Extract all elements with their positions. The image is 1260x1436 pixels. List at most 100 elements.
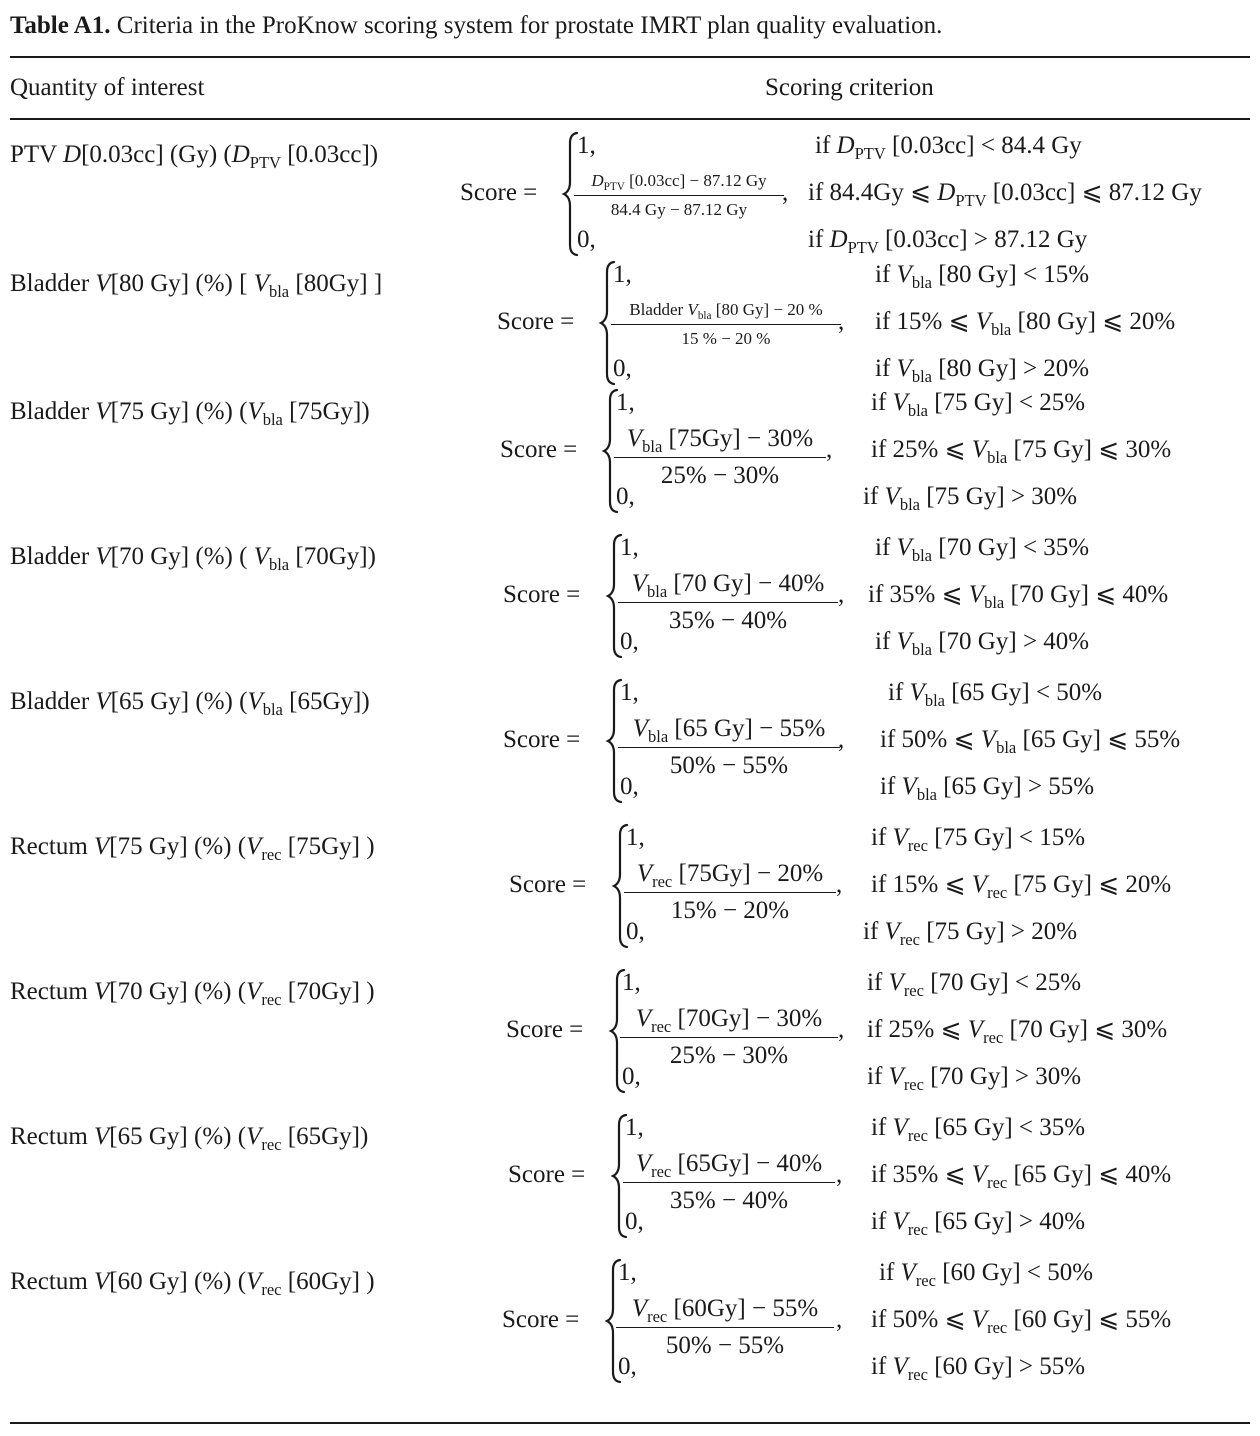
fraction-denominator: 15% − 20% [670,897,790,925]
case-one-value: 1, [620,679,639,706]
condition-zero: if DPTV [0.03cc] > 87.12 Gy [808,226,1088,257]
header-quantity: Quantity of interest [10,74,205,101]
case-zero-value: 0, [620,628,639,655]
score-fraction: Vrec [75Gy] − 20% 15% − 20% [624,859,836,926]
condition-middle: if 25% ⩽ Vrec [70 Gy] ⩽ 30% [867,1016,1168,1047]
condition-one: if Vrec [60 Gy] < 50% [879,1259,1094,1290]
score-label: Score = [508,1161,586,1188]
condition-one: if Vbla [75 Gy] < 25% [871,389,1086,420]
quantity-cell: Bladder V[70 Gy] (%) ( Vbla [70Gy]) [10,543,376,574]
fraction-comma: , [836,1161,843,1188]
quantity-cell: Rectum V[65 Gy] (%) (Vrec [65Gy]) [10,1123,369,1154]
case-zero-value: 0, [625,1208,644,1235]
condition-middle: if 15% ⩽ Vbla [80 Gy] ⩽ 20% [875,308,1176,339]
piecewise-formula: Score = 1, Vrec [75Gy] − 20% 15% − 20%, 0, if… [0,823,1260,977]
piecewise-formula: Score = 1, Vbla [70 Gy] − 40% 35% − 40%, 0, i… [0,533,1260,687]
fraction-numerator: Vrec [70Gy] − 30% [635,1005,823,1036]
condition-one: if Vrec [75 Gy] < 15% [871,824,1086,855]
score-label: Score = [460,179,538,206]
left-brace [611,823,629,949]
fraction-denominator: 15 % − 20 % [681,329,771,349]
score-fraction: Vbla [70 Gy] − 40% 35% − 40% [618,569,838,636]
quantity-cell: Bladder V[75 Gy] (%) (Vbla [75Gy]) [10,398,370,429]
case-one-value: 1, [577,132,596,159]
condition-zero: if Vrec [60 Gy] > 55% [871,1353,1086,1384]
fraction-bar [624,892,836,894]
case-zero-value: 0, [618,1353,637,1380]
fraction-numerator: Vbla [65 Gy] − 55% [632,715,826,746]
case-zero-value: 0, [613,355,632,382]
fraction-comma: , [836,1306,843,1333]
score-fraction: Vbla [65 Gy] − 55% 50% − 55% [618,714,840,781]
left-brace [601,388,619,514]
condition-one: if Vbla [65 Gy] < 50% [888,679,1103,710]
left-brace [604,1258,622,1384]
header-criterion: Scoring criterion [765,74,934,101]
case-zero-value: 0, [622,1063,641,1090]
score-fraction: DPTV [0.03cc] − 87.12 Gy 84.4 Gy − 87.12 … [574,170,784,221]
criterion-row: Rectum V[60 Gy] (%) (Vrec [60Gy] ) Score … [0,1258,1260,1412]
condition-middle: if 84.4Gy ⩽ DPTV [0.03cc] ⩽ 87.12 Gy [808,179,1202,210]
piecewise-formula: Score = 1, Vrec [65Gy] − 40% 35% − 40%, 0, if… [0,1113,1260,1267]
quantity-cell: Rectum V[75 Gy] (%) (Vrec [75Gy] ) [10,833,375,864]
caption-text: Criteria in the ProKnow scoring system f… [116,12,943,39]
criterion-row: Bladder V[70 Gy] (%) ( Vbla [70Gy]) Score… [0,533,1260,687]
score-label: Score = [503,726,581,753]
condition-middle: if 35% ⩽ Vbla [70 Gy] ⩽ 40% [868,581,1169,612]
fraction-bar [618,602,838,604]
piecewise-formula: Score = 1, Vbla [75Gy] − 30% 25% − 30%, 0, if… [0,388,1260,542]
fraction-numerator: Vbla [75Gy] − 30% [626,425,814,456]
fraction-denominator: 25% − 30% [669,1042,789,1070]
fraction-denominator: 35% − 40% [668,607,788,635]
criterion-row: PTV D[0.03cc] (Gy) (DPTV [0.03cc]) Score … [0,131,1260,285]
left-brace [598,260,616,386]
condition-zero: if Vrec [65 Gy] > 40% [871,1208,1086,1239]
condition-zero: if Vbla [75 Gy] > 30% [863,483,1078,514]
case-one-value: 1, [618,1259,637,1286]
left-brace [561,131,579,257]
header-rule [10,118,1250,120]
score-fraction: Vrec [60Gy] − 55% 50% − 55% [616,1294,834,1361]
case-one-value: 1, [613,261,632,288]
score-fraction: Vrec [70Gy] − 30% 25% − 30% [620,1004,838,1071]
fraction-comma: , [838,308,845,335]
fraction-numerator: Vrec [75Gy] − 20% [636,860,824,891]
condition-middle: if 50% ⩽ Vbla [65 Gy] ⩽ 55% [880,726,1181,757]
caption-label: Table A1. [10,12,111,39]
fraction-denominator: 50% − 55% [669,752,789,780]
condition-zero: if Vbla [70 Gy] > 40% [875,628,1090,659]
condition-zero: if Vrec [70 Gy] > 30% [867,1063,1082,1094]
fraction-denominator: 35% − 40% [669,1187,789,1215]
fraction-bar [620,1037,838,1039]
fraction-comma: , [782,179,789,206]
fraction-bar [616,1327,834,1329]
fraction-numerator: Vrec [60Gy] − 55% [631,1295,819,1326]
piecewise-formula: Score = 1, Vbla [65 Gy] − 55% 50% − 55%, 0, i… [0,678,1260,832]
quantity-cell: Bladder V[65 Gy] (%) (Vbla [65Gy]) [10,688,370,719]
condition-zero: if Vrec [75 Gy] > 20% [863,918,1078,949]
piecewise-formula: Score = 1, DPTV [0.03cc] − 87.12 Gy 84.4 Gy… [0,131,1260,285]
fraction-comma: , [826,436,833,463]
criterion-row: Bladder V[80 Gy] (%) [ Vbla [80Gy] ] Scor… [0,260,1260,414]
case-zero-value: 0, [577,226,596,253]
score-fraction: Vbla [75Gy] − 30% 25% − 30% [614,424,826,491]
piecewise-formula: Score = 1, Bladder Vbla [80 Gy] − 20 % 15 %… [0,260,1260,414]
case-one-value: 1, [620,534,639,561]
top-rule [10,56,1250,58]
condition-zero: if Vbla [65 Gy] > 55% [880,773,1095,804]
case-zero-value: 0, [620,773,639,800]
fraction-bar [618,747,840,749]
fraction-numerator: DPTV [0.03cc] − 87.12 Gy [591,171,767,193]
fraction-bar [623,1182,835,1184]
condition-one: if DPTV [0.03cc] < 84.4 Gy [815,132,1082,163]
fraction-numerator: Vrec [65Gy] − 40% [635,1150,823,1181]
criterion-row: Bladder V[75 Gy] (%) (Vbla [75Gy]) Score … [0,388,1260,542]
score-label: Score = [509,871,587,898]
case-one-value: 1, [625,1114,644,1141]
condition-middle: if 25% ⩽ Vbla [75 Gy] ⩽ 30% [871,436,1172,467]
quantity-cell: PTV D[0.03cc] (Gy) (DPTV [0.03cc]) [10,141,379,172]
fraction-bar [614,457,826,459]
score-label: Score = [502,1306,580,1333]
piecewise-formula: Score = 1, Vrec [70Gy] − 30% 25% − 30%, 0, if… [0,968,1260,1122]
quantity-cell: Rectum V[60 Gy] (%) (Vrec [60Gy] ) [10,1268,375,1299]
